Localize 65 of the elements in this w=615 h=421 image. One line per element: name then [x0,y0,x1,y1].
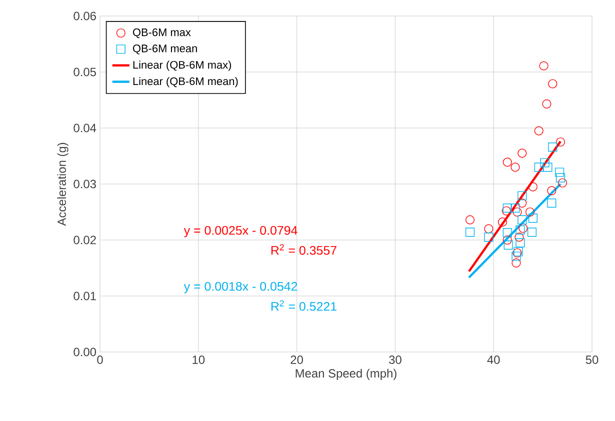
point [502,235,512,245]
y-tick-label: 0.04 [74,124,96,132]
point [547,186,556,196]
point [514,232,524,242]
point [498,218,507,227]
point [534,162,544,172]
point [502,204,512,213]
point [518,198,527,208]
point [518,224,528,233]
point [548,79,558,88]
point [542,99,552,108]
point [512,258,521,268]
x-tick-label: 30 [389,356,402,364]
point [518,191,527,200]
point [543,162,552,172]
point [465,215,475,224]
annotation: y = 0.0025x - 0.0794 [184,226,298,238]
point [512,207,522,217]
y-tick-label: 0.06 [74,12,96,20]
annotation: R$^{2}$ = 0.3557 [271,244,336,255]
legend-label: QB-6M max [132,28,191,38]
point [512,252,521,261]
x-tick-label: 20 [290,356,303,364]
x-tick-label: 40 [487,356,500,364]
point [516,238,525,248]
annotation: y = 0.0018x - 0.0542 [184,282,298,294]
point [547,198,556,208]
y-tick-label: 0.01 [74,292,96,300]
point [516,225,525,234]
point [502,158,512,167]
point [518,215,527,224]
point [518,148,527,158]
point [540,158,550,168]
point [556,173,566,182]
point [548,142,558,152]
point [484,224,494,234]
point [502,206,511,216]
x-tick-label: 10 [192,356,205,364]
y-axis-title: Acceleration (g) [57,142,68,226]
point [555,168,564,177]
point [502,228,512,238]
point [510,204,520,213]
point [539,61,548,70]
point [527,228,537,237]
legend-label: Linear (QB-6M max) [133,60,232,71]
point [465,228,475,237]
y-tick-label: 0.00 [74,348,96,356]
x-axis-title: Mean Speed (mph) [296,368,396,380]
point [528,214,538,223]
x-tick-label: 0 [97,356,103,364]
point [484,232,494,242]
x-tick-label: 50 [586,356,598,364]
y-tick-label: 0.02 [74,236,96,244]
y-tick-label: 0.05 [74,68,96,76]
point [528,182,538,192]
point [558,178,568,188]
point [525,207,535,217]
point [504,240,513,250]
point [534,126,544,136]
y-tick-label: 0.03 [74,180,96,188]
point [556,137,566,147]
point [510,162,520,172]
legend-label: Linear (QB-6M mean) [133,77,238,88]
annotation: R$^{2}$ = 0.5221 [271,300,336,311]
legend-label: QB-6M mean [132,44,197,54]
